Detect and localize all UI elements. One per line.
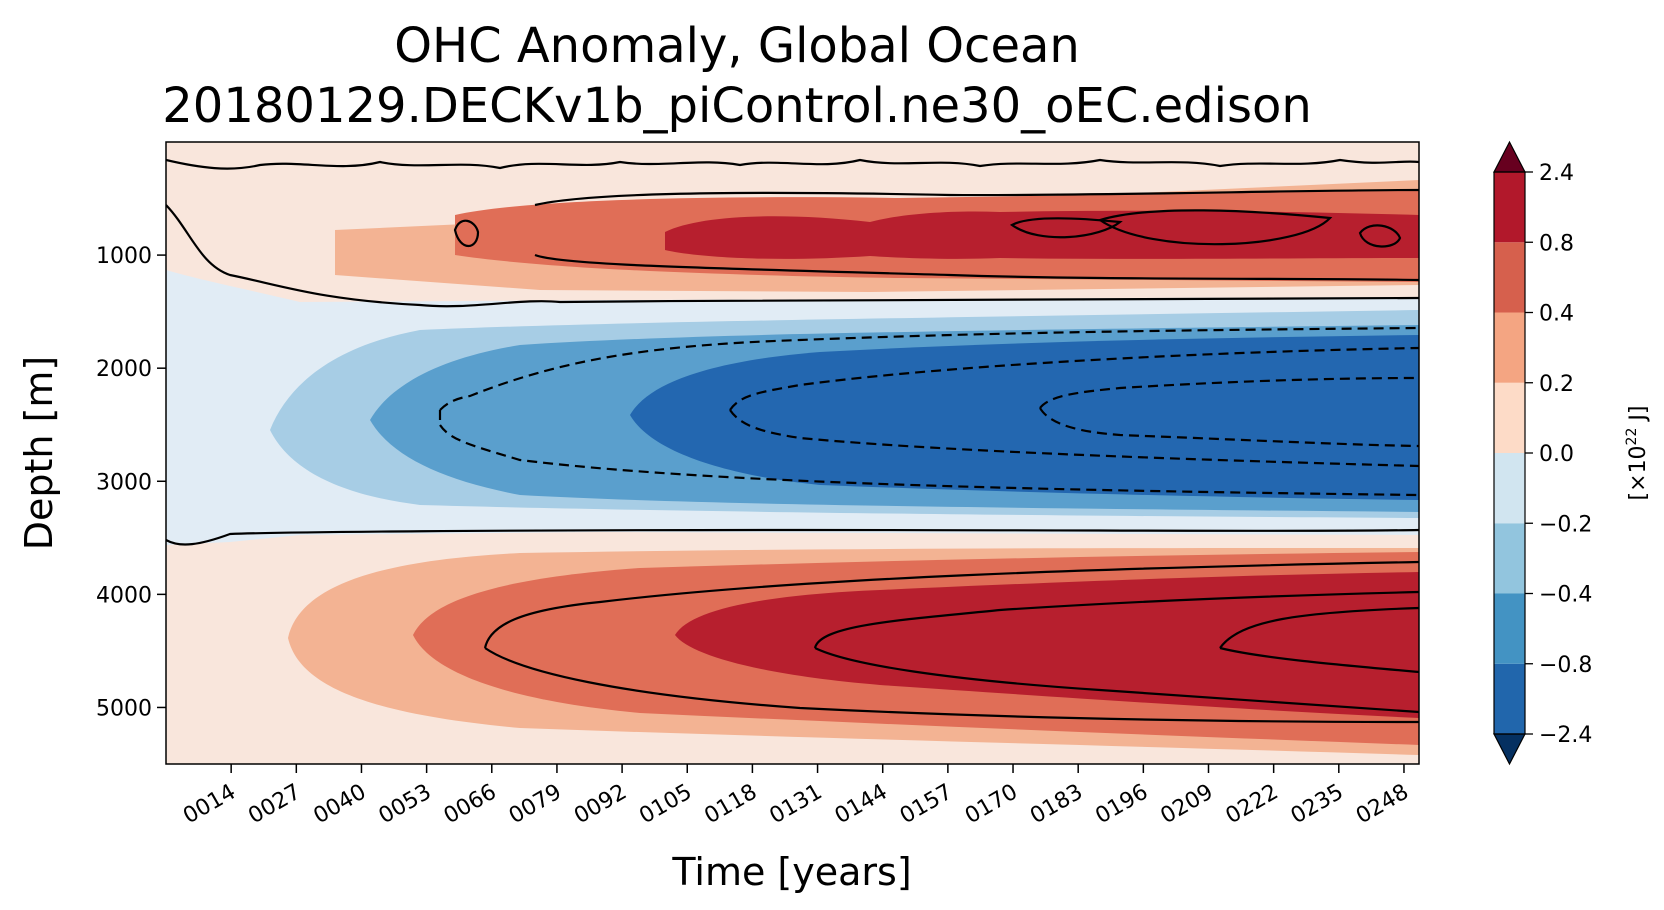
x-tick-label: 0105 (635, 780, 696, 830)
chart-title-line1: OHC Anomaly, Global Ocean (394, 18, 1080, 74)
colorbar-segment (1494, 242, 1525, 313)
x-tick-label: 0235 (1287, 780, 1348, 830)
x-tick-label: 0248 (1352, 780, 1413, 830)
colorbar-segment (1494, 382, 1525, 453)
x-tick-label: 0183 (1026, 780, 1087, 830)
y-tick-label: 2000 (96, 357, 152, 382)
x-tick-label: 0196 (1091, 780, 1152, 830)
y-tick-label: 5000 (96, 696, 152, 721)
colorbar-segment (1494, 312, 1525, 383)
x-tick-label: 0222 (1222, 780, 1283, 830)
colorbar-tick-label: −0.8 (1539, 653, 1592, 678)
x-axis-label: Time [years] (671, 850, 911, 894)
x-tick-label: 0118 (700, 780, 761, 830)
x-tick-label: 0014 (179, 780, 240, 830)
colorbar-label: [×1022 J] (1624, 406, 1651, 501)
colorbar-segment (1494, 593, 1525, 664)
colorbar-segment (1494, 453, 1525, 524)
contour-lines (166, 158, 1419, 724)
x-axis: 0014 0027 0040 0053 0066 0079 0092 0105 0118 0131… (179, 764, 1413, 829)
field-deep-pos4 (675, 572, 1419, 718)
colorbar-segment (1494, 663, 1525, 734)
colorbar-tick-label: −0.2 (1539, 512, 1592, 537)
x-tick-label: 0079 (505, 780, 566, 830)
colorbar-segment (1494, 523, 1525, 594)
plot-frame (165, 141, 1420, 765)
x-tick-label: 0131 (766, 780, 827, 830)
colorbar-tick-label: −0.4 (1539, 583, 1592, 608)
colorbar-over-arrow (1493, 140, 1526, 173)
colorbar-tick-label: 2.4 (1539, 161, 1574, 186)
colorbar-tick-label: 0.0 (1539, 442, 1574, 467)
y-axis-label: Depth [m] (17, 356, 61, 551)
x-tick-label: 0040 (309, 780, 370, 830)
contour-plot (166, 142, 1419, 764)
y-axis: 1000 2000 3000 4000 5000 (96, 244, 166, 721)
x-tick-label: 0092 (570, 780, 631, 830)
colorbar: −2.4 −0.8 −0.4 −0.2 0.0 0.2 0.4 0.8 2.4 (1493, 140, 1592, 766)
colorbar-segment (1494, 172, 1525, 243)
colorbar-tick-label: 0.2 (1539, 372, 1574, 397)
colorbar-tick-label: −2.4 (1539, 723, 1592, 748)
colorbar-under-arrow (1493, 733, 1526, 766)
chart-title-line2: 20180129.DECKv1b_piControl.ne30_oEC.edis… (162, 78, 1311, 134)
x-tick-label: 0053 (375, 780, 436, 830)
colorbar-tick-label: 0.8 (1539, 231, 1574, 256)
x-tick-label: 0027 (244, 780, 305, 830)
x-tick-label: 0209 (1156, 780, 1217, 830)
field-surface-pos4 (665, 210, 1419, 259)
y-tick-label: 4000 (96, 583, 152, 608)
y-tick-label: 3000 (96, 470, 152, 495)
y-tick-label: 1000 (96, 244, 152, 269)
field-mid-neg4 (630, 335, 1419, 500)
x-tick-label: 0170 (961, 780, 1022, 830)
x-tick-label: 0066 (440, 780, 501, 830)
x-tick-label: 0157 (896, 780, 957, 830)
colorbar-tick-label: 0.4 (1539, 302, 1574, 327)
x-tick-label: 0144 (831, 780, 892, 830)
